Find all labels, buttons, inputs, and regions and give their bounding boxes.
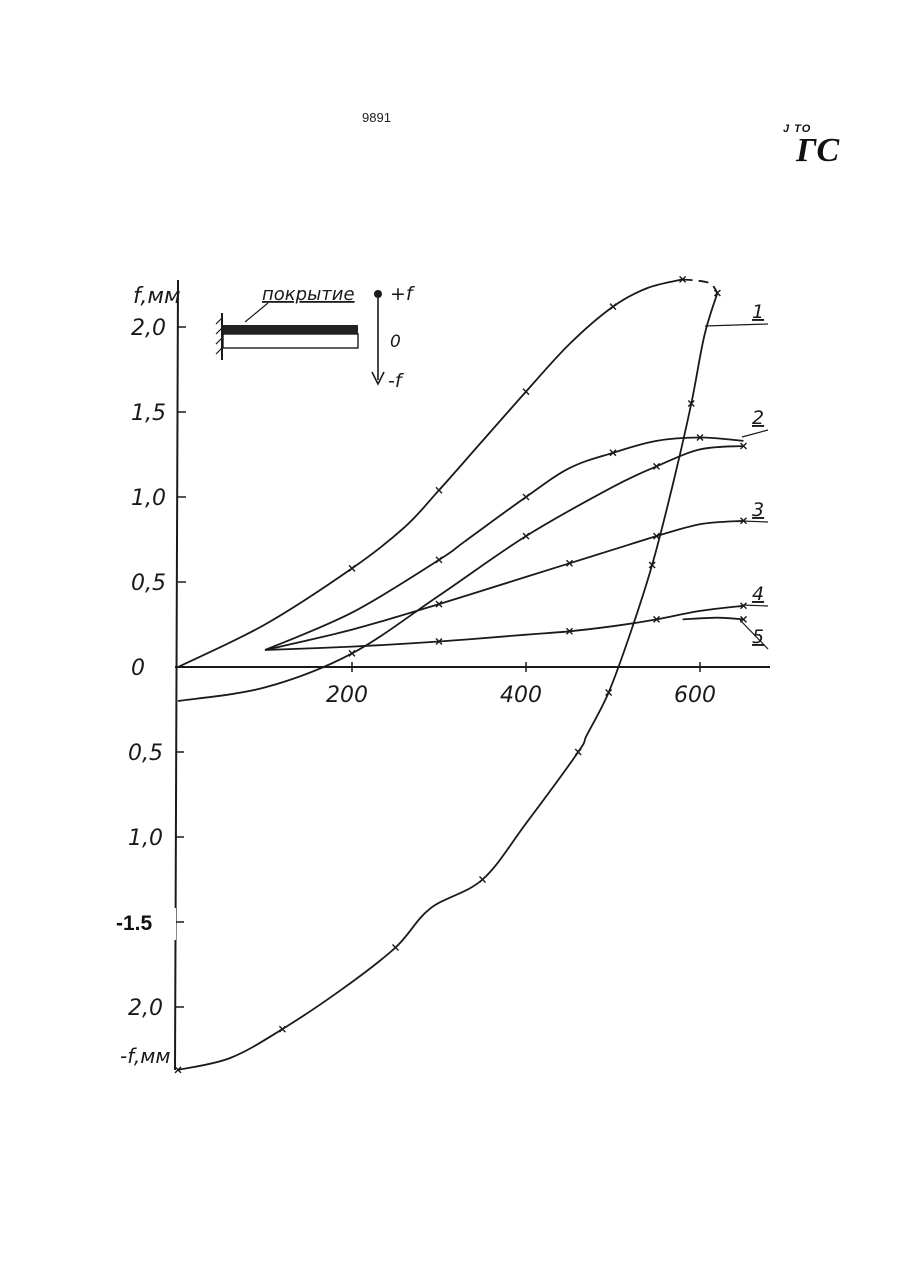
x-tick-label: 200 [326,683,368,708]
y-tick-label: 0,5 [128,741,163,766]
series-1-point [575,749,581,755]
series-2-point [523,494,529,500]
series-1-point [480,877,486,883]
chart-curves [178,279,744,1070]
coating-leader-line [245,303,268,322]
series-1-dashed-segment [683,279,718,293]
direction-marker-dot [374,290,382,298]
x-tick-label: 600 [674,683,716,708]
series-2b-line [178,446,744,701]
series-2-point [436,557,442,563]
y-tick-label: 2,0 [131,316,166,341]
y-tick-label: 0,5 [131,571,166,596]
y-tick-label: 1,0 [131,486,166,511]
coating-label: покрытие [262,284,355,305]
series-1-point [523,389,529,395]
x-tick-label: 400 [500,683,542,708]
y-axis-label-negative: -f,мм [120,1044,170,1068]
curve-label-leader [705,324,768,326]
curve-label-leader [742,430,768,437]
curve-label-leader [742,521,768,522]
coating-inset: покрытие +f 0 -f [216,283,416,392]
y-axis-label: f,мм [133,284,181,309]
series-1-point [436,487,442,493]
y-tick-label: 1,0 [128,826,163,851]
curve-label-3: 3 [752,499,764,521]
curve-label-4: 4 [752,583,764,605]
y-tick-label: 0 [131,656,145,681]
curve-label-leader [742,605,768,606]
substrate-plate [223,334,358,348]
series-1-point [610,304,616,310]
series-1-point [279,1026,285,1032]
curve-label-5: 5 [752,626,764,648]
series-1-line [178,279,683,667]
series-1-point [393,945,399,951]
chart-markers [175,276,747,1073]
curve-number-labels: 1 2 3 4 5 [705,301,768,649]
chart-axes [175,280,770,1070]
series-2-line [265,438,744,651]
series-1-point [349,565,355,571]
minus-f-label: -f [388,370,405,392]
y-tick-label-masked: -1.5 [112,908,176,940]
curve-label-2: 2 [752,407,764,429]
curve-label-1: 1 [752,301,764,323]
series-5-line [683,618,744,620]
plus-f-label: +f [390,283,416,305]
series-2b-point [523,533,529,539]
y-tick-label: 1,5 [131,401,166,426]
series-1-return-line [178,293,717,1070]
y-axis-line [175,280,178,1070]
coating-layer [223,325,358,334]
zero-label: 0 [390,332,401,352]
series-3-line [265,521,744,650]
series-2b-point [349,650,355,656]
series-4-line [265,606,744,650]
y-tick-label: 2,0 [128,996,163,1021]
